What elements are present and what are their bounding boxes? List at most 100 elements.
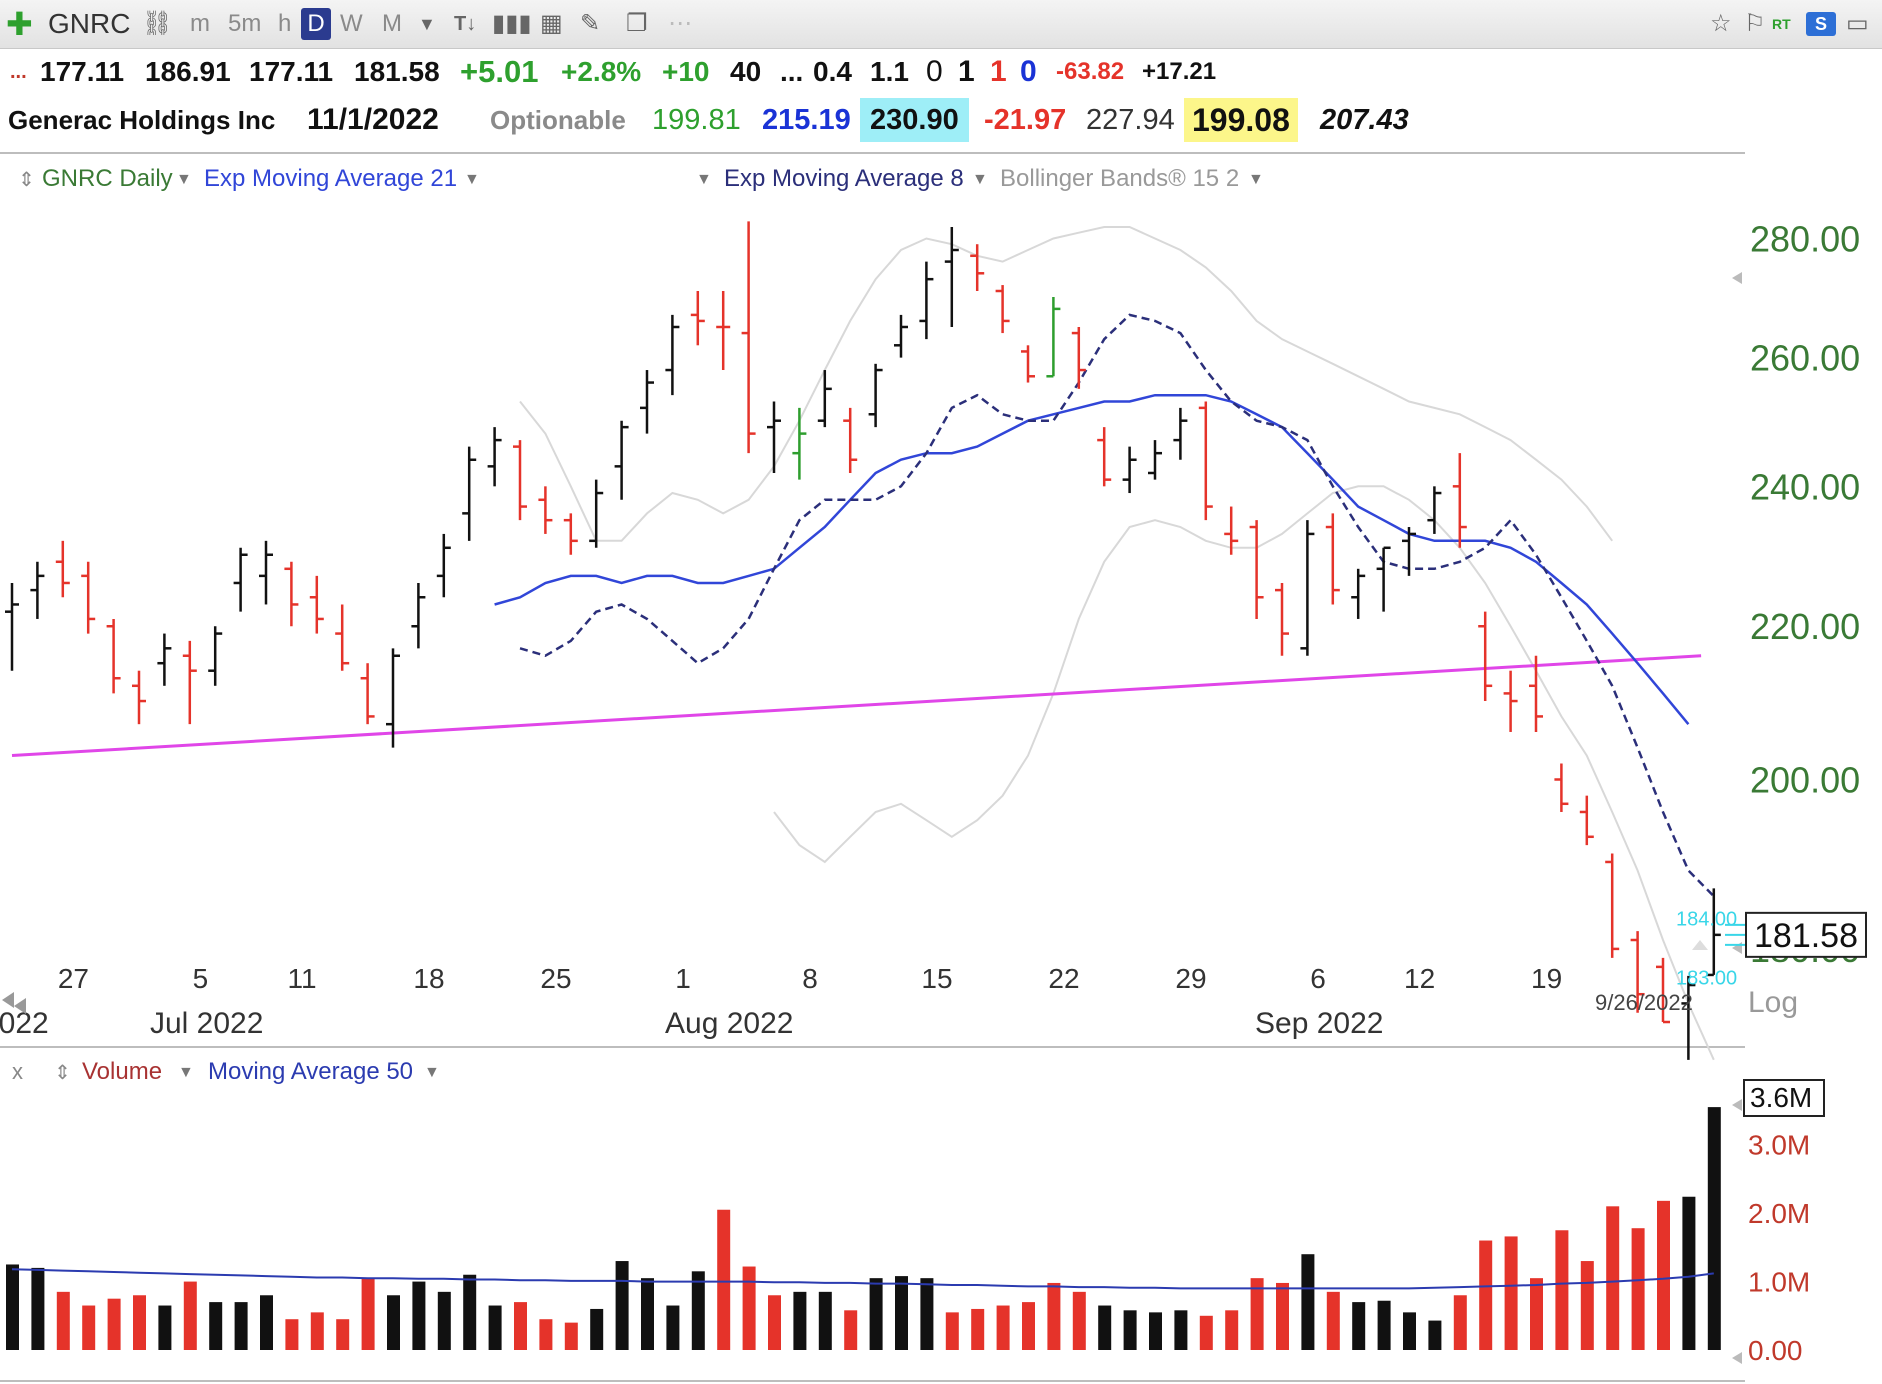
ohlc-bar[interactable] <box>741 221 756 454</box>
pencil-icon[interactable]: ✎ <box>580 10 601 37</box>
ohlc-bar[interactable] <box>487 427 502 487</box>
chevron-down-icon[interactable]: ▼ <box>176 171 192 188</box>
bar-chart-icon[interactable]: ▮▮▮ <box>492 10 532 37</box>
chart-type-icon[interactable]: T↓ <box>454 13 477 35</box>
ohlc-bar[interactable] <box>1351 568 1366 619</box>
ohlc-bar[interactable] <box>81 561 96 634</box>
ohlc-bar[interactable] <box>513 440 527 521</box>
scroll-left-icon[interactable] <box>2 992 26 1014</box>
volume-legend[interactable]: Volume <box>82 1058 162 1085</box>
share-icon[interactable]: ⋯ <box>668 10 692 37</box>
ohlc-bar[interactable] <box>259 540 273 605</box>
trendline[interactable] <box>11 654 1702 758</box>
volume-bar[interactable] <box>971 1308 985 1350</box>
volume-bar[interactable] <box>539 1319 553 1350</box>
ohlc-bar[interactable] <box>436 533 451 598</box>
ohlc-bar[interactable] <box>309 575 324 634</box>
ohlc-bar[interactable] <box>1148 440 1162 480</box>
volume-bar[interactable] <box>691 1271 705 1350</box>
volume-bar[interactable] <box>768 1295 781 1350</box>
log-scale-toggle[interactable]: Log <box>1748 986 1798 1019</box>
ohlc-bar[interactable] <box>55 540 70 598</box>
volume-bar[interactable] <box>615 1261 629 1350</box>
volume-bar[interactable] <box>1326 1291 1340 1350</box>
volume-bar[interactable] <box>412 1281 426 1350</box>
ohlc-bar[interactable] <box>233 547 248 612</box>
ohlc-bar[interactable] <box>995 285 1010 334</box>
volume-bar[interactable] <box>869 1278 883 1350</box>
interval-weekly-button[interactable]: W <box>340 10 363 37</box>
scroll-up-icon[interactable] <box>1732 272 1742 284</box>
ohlc-bar[interactable] <box>817 370 832 428</box>
ohlc-bar[interactable] <box>1605 853 1620 958</box>
ohlc-bar[interactable] <box>792 407 807 480</box>
chevron-down-icon[interactable]: ▼ <box>418 14 436 34</box>
ohlc-bar[interactable] <box>132 670 146 725</box>
volume-bar[interactable] <box>310 1312 324 1350</box>
volume-bar[interactable] <box>742 1266 756 1350</box>
chevron-down-icon[interactable]: ▼ <box>972 171 988 188</box>
chevron-down-icon[interactable]: ▼ <box>696 171 712 188</box>
ohlc-bar[interactable] <box>1402 527 1416 576</box>
scroll-down-icon[interactable] <box>1732 942 1742 954</box>
drag-handle-icon[interactable]: ⇕ <box>18 169 35 191</box>
ema8-legend[interactable]: Exp Moving Average 8 <box>724 165 964 192</box>
volume-bar[interactable] <box>1123 1310 1137 1350</box>
bb-legend[interactable]: Bollinger Bands® 15 2 <box>1000 165 1239 192</box>
chevron-down-icon[interactable]: ▼ <box>178 1064 194 1081</box>
ohlc-bar[interactable] <box>1706 888 1721 977</box>
volume-bar[interactable] <box>1530 1278 1543 1350</box>
volume-bar[interactable] <box>666 1305 680 1350</box>
ohlc-bar[interactable] <box>1554 763 1569 812</box>
ohlc-bar[interactable] <box>1478 611 1493 702</box>
volume-bar[interactable] <box>1250 1278 1264 1350</box>
volume-bar[interactable] <box>183 1281 197 1350</box>
ohlc-bar[interactable] <box>1681 975 1696 1060</box>
add-symbol-icon[interactable]: ✚ <box>6 6 33 42</box>
volume-bar[interactable] <box>1047 1282 1061 1350</box>
volume-bar[interactable] <box>920 1278 934 1350</box>
ohlc-bar[interactable] <box>1452 453 1467 548</box>
ohlc-bar[interactable] <box>944 227 959 327</box>
ohlc-bar[interactable] <box>1198 401 1213 521</box>
volume-bar[interactable] <box>209 1302 223 1350</box>
grid-icon[interactable]: ▦ <box>540 10 563 37</box>
ohlc-bar[interactable] <box>411 582 426 649</box>
volume-bar[interactable] <box>1199 1315 1213 1350</box>
ohlc-bar[interactable] <box>589 479 604 548</box>
volume-bar[interactable] <box>56 1291 70 1350</box>
volume-bar[interactable] <box>437 1291 451 1350</box>
volume-bar[interactable] <box>1072 1291 1086 1350</box>
volume-bar[interactable] <box>1225 1310 1239 1350</box>
ohlc-bar[interactable] <box>640 370 654 434</box>
volume-bar[interactable] <box>945 1312 959 1350</box>
volume-bar[interactable] <box>793 1291 807 1350</box>
volume-bar[interactable] <box>285 1319 299 1350</box>
volume-bar[interactable] <box>996 1305 1010 1350</box>
ohlc-bar[interactable] <box>1656 957 1670 1024</box>
ohlc-bar[interactable] <box>1122 446 1137 494</box>
ohlc-bar[interactable] <box>1173 407 1188 460</box>
volume-bar[interactable] <box>1453 1295 1467 1350</box>
volume-bar[interactable] <box>1149 1312 1162 1350</box>
ohlc-bar[interactable] <box>1224 506 1239 555</box>
ema21-legend[interactable]: Exp Moving Average 21 <box>204 165 457 192</box>
ohlc-bar[interactable] <box>30 561 45 619</box>
ohlc-bar[interactable] <box>462 446 477 541</box>
ohlc-bar[interactable] <box>1630 931 1645 1013</box>
volume-bar[interactable] <box>1631 1228 1645 1350</box>
volume-bar[interactable] <box>1479 1240 1493 1350</box>
volume-close-button[interactable]: x <box>12 1059 23 1084</box>
ohlc-bar[interactable] <box>919 261 934 340</box>
volume-bar[interactable] <box>6 1264 19 1350</box>
ohlc-bar[interactable] <box>1325 513 1340 605</box>
ohlc-bar[interactable] <box>538 486 553 534</box>
interval-hour-button[interactable]: h <box>278 10 292 37</box>
volume-bar[interactable] <box>1428 1320 1442 1350</box>
ohlc-bar[interactable] <box>970 244 985 291</box>
volume-bar[interactable] <box>133 1295 146 1350</box>
ohlc-bar[interactable] <box>843 407 858 473</box>
ohlc-bar[interactable] <box>868 363 883 428</box>
symbol-field[interactable]: GNRC <box>48 8 131 39</box>
ohlc-bar[interactable] <box>335 604 350 671</box>
